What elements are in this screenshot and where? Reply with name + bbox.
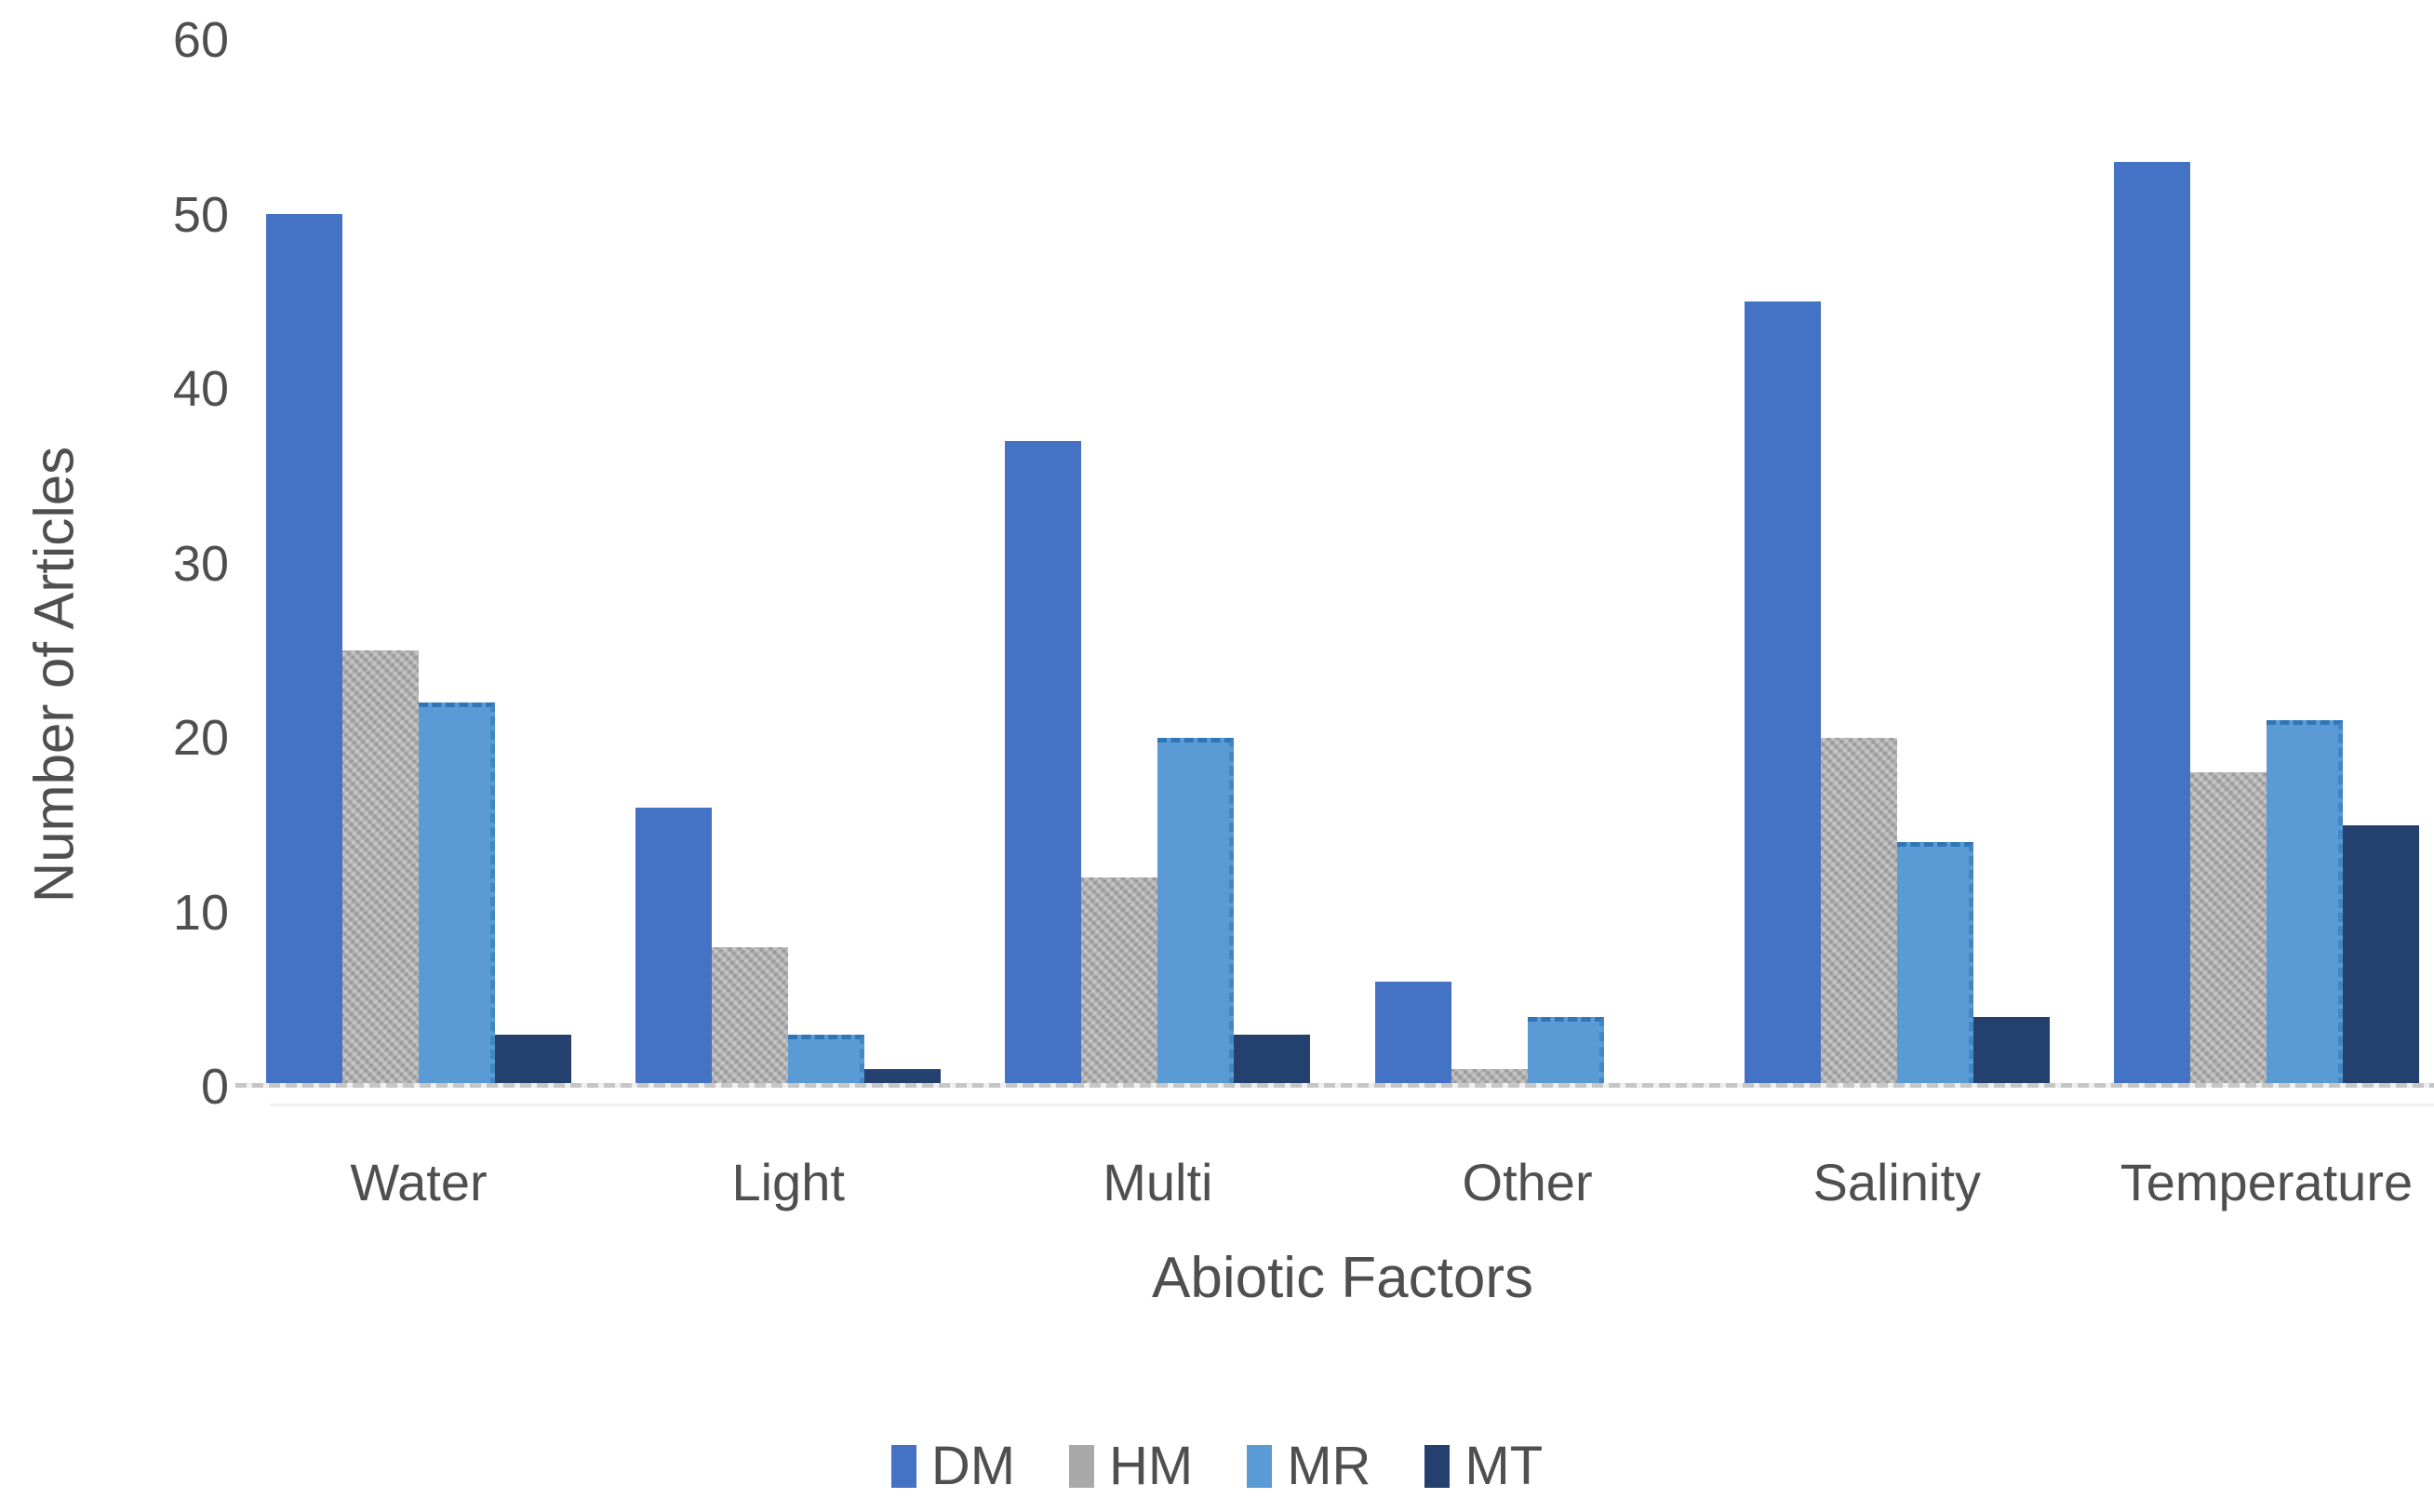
bar-MT-salinity [1973, 1017, 2050, 1087]
bar-HM-salinity [1820, 738, 1897, 1087]
legend-label-MT: MT [1464, 1436, 1544, 1496]
x-axis-line [235, 1083, 2434, 1088]
y-tick-label-20: 20 [172, 710, 229, 766]
x-category-label-salinity: Salinity [1812, 1153, 1982, 1211]
y-tick-label-0: 0 [200, 1059, 229, 1115]
bar-MR-water [419, 702, 495, 1087]
y-tick-label-60: 60 [172, 12, 229, 68]
x-axis-title: Abiotic Factors [1151, 1246, 1534, 1310]
bar-group-water [266, 40, 571, 1087]
bar-HM-multi [1081, 877, 1158, 1087]
bar-HM-other [1451, 1069, 1528, 1087]
legend-swatch-MT [1424, 1444, 1451, 1488]
legend: DM HM MR MT [0, 1435, 2434, 1497]
bar-HM-temperature [2189, 772, 2267, 1087]
plot-area [251, 40, 2434, 1087]
bar-DM-other [1374, 982, 1451, 1087]
y-tick-label-10: 10 [172, 884, 229, 941]
y-tick-label-50: 50 [172, 186, 229, 243]
bar-MR-light [788, 1035, 865, 1087]
bar-MT-water [495, 1035, 571, 1087]
legend-item-HM: HM [1069, 1435, 1193, 1497]
bar-DM-water [266, 214, 342, 1087]
bar-HM-light [712, 947, 789, 1087]
x-category-label-water: Water [350, 1153, 488, 1211]
bar-MT-temperature [2342, 825, 2419, 1087]
bar-MR-salinity [1896, 842, 1973, 1087]
x-category-label-other: Other [1462, 1153, 1593, 1211]
legend-label-HM: HM [1109, 1436, 1194, 1496]
bar-DM-salinity [1744, 301, 1821, 1087]
x-axis-category-labels: Water Light Multi Other Salinity Temperature [251, 1152, 2434, 1212]
y-tick-label-40: 40 [172, 361, 229, 417]
bar-group-multi [1005, 40, 1311, 1087]
legend-swatch-DM [890, 1444, 916, 1488]
bar-MR-other [1527, 1017, 1604, 1087]
bar-MR-temperature [2266, 720, 2343, 1087]
legend-swatch-HM [1069, 1444, 1095, 1488]
x-axis-line-shadow [270, 1104, 2434, 1106]
legend-label-MR: MR [1287, 1436, 1371, 1496]
y-axis-title: Number of Articles [22, 446, 86, 903]
x-category-label-temperature: Temperature [2120, 1153, 2414, 1211]
x-category-label-light: Light [731, 1153, 845, 1211]
bar-DM-light [635, 808, 713, 1087]
bar-MR-multi [1157, 738, 1235, 1087]
bar-DM-temperature [2113, 162, 2190, 1087]
legend-swatch-MR [1247, 1444, 1273, 1488]
y-tick-label-30: 30 [172, 535, 229, 592]
bar-DM-multi [1005, 441, 1082, 1087]
legend-item-DM: DM [890, 1435, 1016, 1497]
bar-MT-light [864, 1069, 942, 1087]
bar-group-other [1374, 40, 1680, 1087]
legend-label-DM: DM [930, 1436, 1016, 1496]
bar-group-salinity [1744, 40, 2050, 1087]
legend-item-MT: MT [1424, 1435, 1543, 1497]
legend-item-MR: MR [1247, 1435, 1371, 1497]
bar-MT-multi [1234, 1035, 1311, 1087]
bar-HM-water [342, 650, 419, 1087]
bar-group-light [635, 40, 942, 1087]
bar-group-temperature [2113, 40, 2419, 1087]
x-category-label-multi: Multi [1103, 1153, 1213, 1211]
